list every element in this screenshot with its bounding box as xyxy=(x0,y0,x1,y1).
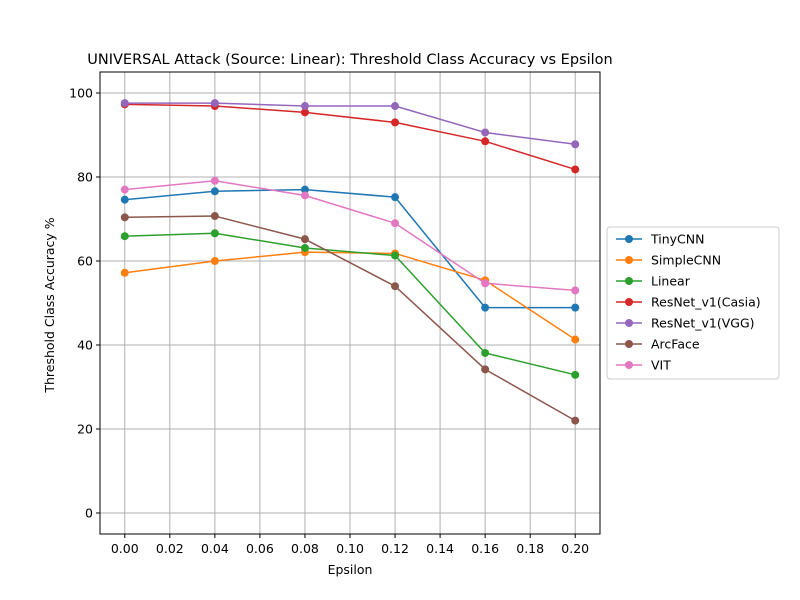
series-line xyxy=(124,102,576,145)
x-tick-label: 0.18 xyxy=(516,541,544,556)
legend-label: VIT xyxy=(651,358,671,373)
legend-label: ArcFace xyxy=(651,337,700,352)
data-point xyxy=(481,279,490,288)
legend-item: Linear xyxy=(616,274,691,289)
series-line xyxy=(124,103,576,171)
plot-area-frame xyxy=(99,71,601,535)
series-line xyxy=(124,232,576,376)
legend-item: ResNet_v1(Casia) xyxy=(616,295,761,310)
legend-swatch-marker xyxy=(625,319,633,327)
x-tick-label: 0.20 xyxy=(561,541,589,556)
data-point xyxy=(571,303,580,312)
series-line xyxy=(124,251,576,341)
data-point xyxy=(300,108,309,117)
chart-title: UNIVERSAL Attack (Source: Linear): Thres… xyxy=(87,52,612,68)
legend-label: ResNet_v1(VGG) xyxy=(651,316,755,331)
data-point xyxy=(391,282,400,291)
series-ResNet_v1(VGG) xyxy=(120,99,580,149)
legend-item: TinyCNN xyxy=(616,232,704,247)
legend-item: ArcFace xyxy=(616,337,700,352)
data-point xyxy=(300,185,309,194)
data-point xyxy=(120,213,129,222)
legend-item: SimpleCNN xyxy=(616,253,721,268)
x-axis-label: Epsilon xyxy=(328,562,373,577)
y-tick-label: 0 xyxy=(85,506,93,521)
data-point xyxy=(210,257,219,265)
series-VIT xyxy=(120,176,580,295)
x-tick-label: 0.10 xyxy=(336,541,364,556)
data-point xyxy=(391,219,400,228)
x-tick-label: 0.14 xyxy=(426,541,454,556)
legend-swatch-marker xyxy=(625,298,633,306)
series-ArcFace xyxy=(120,212,580,425)
y-tick-label: 40 xyxy=(77,338,93,353)
y-tick-label: 20 xyxy=(77,422,93,437)
legend-label: TinyCNN xyxy=(650,232,704,247)
data-point xyxy=(571,416,580,425)
legend-item: VIT xyxy=(616,358,671,373)
data-point xyxy=(120,185,129,194)
data-point xyxy=(210,229,219,238)
data-point xyxy=(481,348,490,357)
data-point xyxy=(120,99,129,108)
data-point xyxy=(481,365,490,374)
data-point xyxy=(210,176,219,185)
legend-swatch-marker xyxy=(625,277,633,285)
data-point xyxy=(571,286,580,295)
data-point xyxy=(481,128,490,137)
data-point xyxy=(571,140,580,149)
data-point xyxy=(391,102,400,111)
legend-swatch-marker xyxy=(625,340,633,348)
data-point xyxy=(300,235,309,244)
data-point xyxy=(300,243,309,252)
x-tick-label: 0.04 xyxy=(201,541,229,556)
x-tick-label: 0.12 xyxy=(381,541,409,556)
series-TinyCNN xyxy=(120,185,580,312)
data-point xyxy=(120,232,129,241)
data-point xyxy=(120,195,129,204)
legend-frame xyxy=(606,226,780,380)
y-axis-label: Threshold Class Accuracy % xyxy=(42,217,57,393)
data-point xyxy=(120,268,129,277)
x-tick-label: 0.02 xyxy=(156,541,184,556)
data-point xyxy=(391,193,400,202)
data-point xyxy=(481,303,490,312)
data-point xyxy=(210,99,219,108)
x-tick-label: 0.00 xyxy=(111,541,139,556)
series-line xyxy=(124,215,576,422)
x-tick-label: 0.16 xyxy=(471,541,499,556)
data-point xyxy=(571,335,580,344)
series-Linear xyxy=(120,229,580,379)
x-tick-label: 0.08 xyxy=(291,541,319,556)
data-point xyxy=(300,102,309,111)
data-point xyxy=(210,187,219,196)
series-layer xyxy=(120,99,580,425)
data-point xyxy=(481,137,490,146)
series-line xyxy=(124,188,576,309)
series-line xyxy=(124,180,576,292)
data-point xyxy=(391,118,400,127)
tick-layer: 0.00 0.02 0.04 0.06 0.08 0.10 0.12 0.14 0.16 0.18… xyxy=(69,86,589,557)
legend-label: Linear xyxy=(651,274,691,289)
data-point xyxy=(571,165,580,174)
y-tick-label: 80 xyxy=(77,170,93,185)
x-tick-label: 0.06 xyxy=(246,541,274,556)
data-point xyxy=(571,370,580,379)
legend-item: ResNet_v1(VGG) xyxy=(616,316,755,331)
legend-swatch-marker xyxy=(625,256,633,264)
legend-label: ResNet_v1(Casia) xyxy=(651,295,761,310)
legend-swatch-marker xyxy=(625,361,633,369)
grid-layer xyxy=(100,72,600,534)
data-point xyxy=(300,191,309,200)
legend-label: SimpleCNN xyxy=(651,253,721,268)
data-point xyxy=(391,251,400,260)
y-tick-label: 60 xyxy=(77,254,93,269)
data-point xyxy=(210,212,219,221)
y-tick-label: 100 xyxy=(69,86,93,101)
legend: TinyCNN SimpleCNN Linear ResNet_v1(Casia) Re… xyxy=(606,226,780,380)
legend-swatch-marker xyxy=(625,235,633,243)
